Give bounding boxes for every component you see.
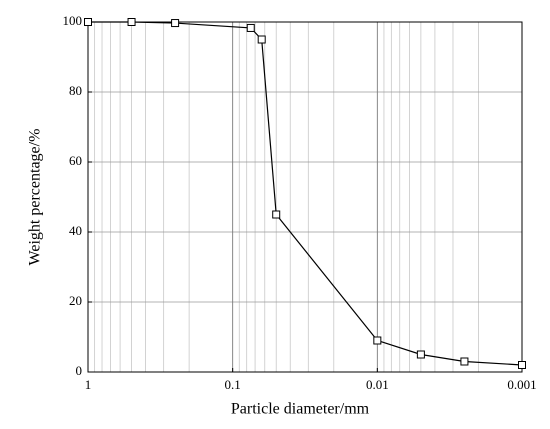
y-tick-label: 40 <box>69 223 82 238</box>
data-point <box>416 350 425 359</box>
x-tick-label: 1 <box>85 377 92 392</box>
y-tick-label: 60 <box>69 153 82 168</box>
x-tick-label: 0.001 <box>507 377 536 392</box>
x-tick-label: 0.1 <box>225 377 241 392</box>
data-line <box>88 21 523 366</box>
y-tick-label: 80 <box>69 83 82 98</box>
data-point <box>246 23 255 32</box>
y-tick-label: 20 <box>69 293 82 308</box>
data-point <box>171 19 180 28</box>
data-point <box>518 361 526 369</box>
y-tick-label: 100 <box>63 13 83 28</box>
data-point <box>460 357 469 366</box>
data-point <box>257 35 266 44</box>
data-point <box>84 18 92 26</box>
plot-frame <box>87 21 523 373</box>
data-point <box>127 18 136 26</box>
x-axis-title: Particle diameter/mm <box>231 401 370 418</box>
x-tick-label: 0.01 <box>366 377 389 392</box>
y-tick-label: 0 <box>76 363 83 378</box>
data-point <box>272 210 281 219</box>
y-axis-title: Weight percentage/% <box>27 129 44 266</box>
data-point <box>373 336 382 345</box>
